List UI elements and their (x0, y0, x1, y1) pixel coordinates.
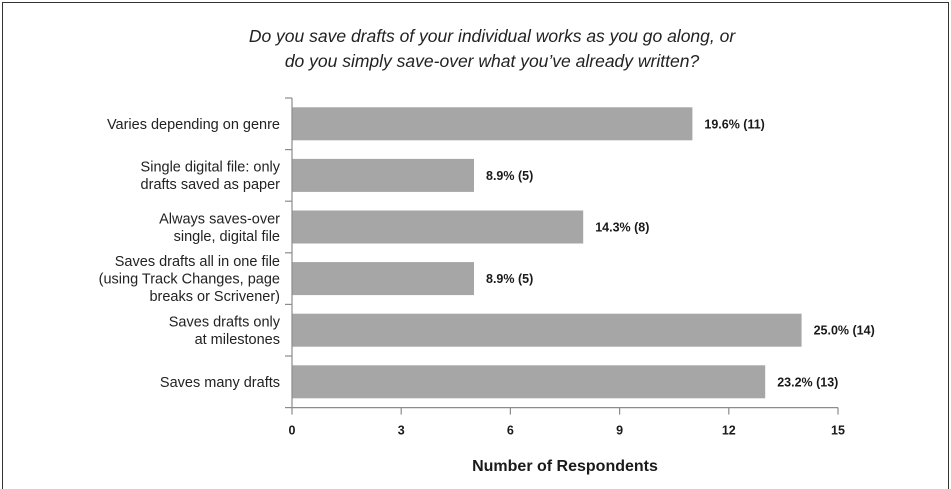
data-label-6: 23.2% (13) (777, 375, 838, 389)
category-label-3-line-2: single, digital file (174, 229, 280, 245)
category-label-5-line-1: Saves drafts only (169, 314, 281, 330)
category-label-6: Saves many drafts (160, 375, 280, 391)
bar-2 (292, 158, 474, 192)
x-tick-label-15: 15 (831, 424, 845, 438)
x-axis-label: Number of Respondents (472, 458, 658, 475)
chart-title-line-2: do you simply save-over what you’ve alre… (285, 51, 700, 71)
category-label-4-line-2: (using Track Changes, page (99, 272, 280, 288)
bar-4 (292, 262, 474, 296)
data-label-3: 14.3% (8) (595, 221, 649, 235)
bar-5 (292, 313, 802, 347)
x-tick-label-9: 9 (616, 424, 623, 438)
x-tick-label-3: 3 (398, 424, 405, 438)
data-label-4: 8.9% (5) (486, 272, 533, 286)
data-label-1: 19.6% (11) (704, 117, 764, 131)
plot-area: 19.6% (11) Varies depending on genre 8.9% … (99, 97, 875, 438)
x-tick-label-6: 6 (507, 424, 514, 438)
category-label-1: Varies depending on genre (107, 117, 280, 133)
category-label-5-line-2: at milestones (195, 332, 280, 348)
bar-1 (292, 107, 693, 141)
category-label-2-line-1: Single digital file: only (141, 160, 281, 176)
category-label-4-line-3: breaks or Scrivener) (149, 289, 280, 305)
data-label-5: 25.0% (14) (814, 324, 875, 338)
category-label-3-line-1: Always saves-over (159, 211, 280, 227)
x-tick-label-12: 12 (722, 424, 736, 438)
data-label-2: 8.9% (5) (486, 169, 533, 183)
bar-6 (292, 365, 766, 399)
chart-title-line-1: Do you save drafts of your individual wo… (249, 26, 737, 46)
x-tick-label-0: 0 (289, 424, 296, 438)
category-label-2-line-2: drafts saved as paper (141, 177, 281, 193)
bar-3 (292, 210, 584, 244)
category-label-4-line-1: Saves drafts all in one file (115, 254, 280, 270)
